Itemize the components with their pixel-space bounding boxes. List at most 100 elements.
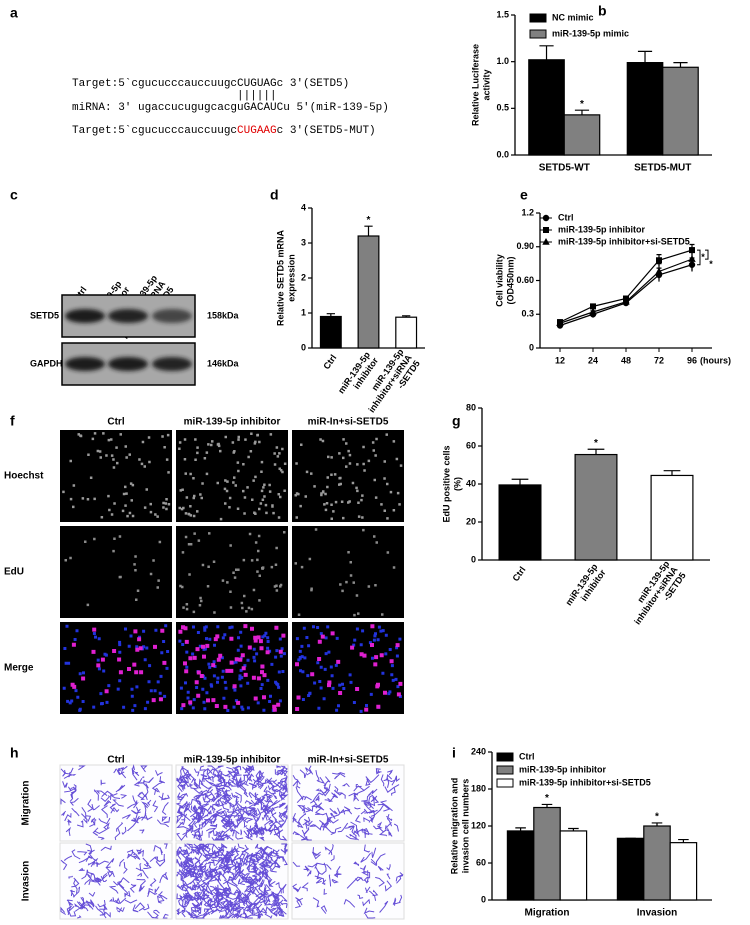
series-line bbox=[559, 249, 693, 323]
y-axis-label-line: Relative SETD5 mRNA bbox=[275, 229, 285, 326]
legend-swatch bbox=[496, 778, 514, 788]
y-tick-label: 180 bbox=[471, 783, 486, 793]
y-axis-label-line: activity bbox=[481, 69, 491, 100]
significance-star: * bbox=[709, 259, 713, 269]
x-tick-label: Ctrl bbox=[511, 565, 528, 583]
significance-star: * bbox=[594, 438, 598, 449]
sequence-match: GACAUC bbox=[244, 102, 284, 114]
x-tick-label: Ctrl bbox=[321, 353, 338, 371]
legend-label: miR-139-5p inhibitor bbox=[558, 224, 646, 234]
x-tick-label: 72 bbox=[654, 355, 664, 365]
y-tick-label: 0 bbox=[471, 554, 476, 564]
bar bbox=[528, 59, 565, 156]
nuclei bbox=[294, 433, 403, 520]
point bbox=[688, 255, 696, 262]
y-tick-label: 4 bbox=[301, 202, 306, 212]
migrated-cells bbox=[60, 843, 169, 919]
bar bbox=[533, 806, 561, 901]
legend-swatch bbox=[529, 29, 547, 39]
bar bbox=[559, 830, 588, 901]
legend-marker bbox=[542, 214, 550, 222]
image-row-label: Merge bbox=[4, 663, 34, 674]
blot-band bbox=[152, 309, 192, 323]
series-line bbox=[559, 258, 693, 324]
point bbox=[556, 319, 564, 327]
image-row-label: Invasion bbox=[21, 861, 32, 902]
micrograph bbox=[59, 842, 173, 920]
y-axis-label-line: Cell viability bbox=[494, 254, 504, 307]
panel-label: f bbox=[10, 413, 15, 429]
edu-cells bbox=[179, 531, 286, 614]
x-tick-label-line: Ctrl bbox=[511, 565, 528, 583]
x-axis-label: (hours) bbox=[700, 355, 731, 365]
sequence-prefix: Target:5`cgucucccauccuugc bbox=[72, 77, 237, 90]
blot-band bbox=[65, 309, 105, 323]
error-bar bbox=[673, 62, 688, 68]
significance-star: * bbox=[580, 99, 584, 110]
micrograph bbox=[292, 622, 404, 714]
legend-label: NC mimic bbox=[552, 12, 594, 22]
image-column-label: Ctrl bbox=[107, 755, 124, 766]
y-tick-label: 0.0 bbox=[496, 149, 509, 159]
y-tick-label: 240 bbox=[471, 746, 486, 756]
point bbox=[590, 303, 596, 310]
migrated-cells bbox=[176, 842, 288, 920]
x-tick-label: 12 bbox=[555, 355, 565, 365]
y-axis-label-line: expression bbox=[286, 254, 296, 302]
blot-size: 146kDa bbox=[207, 358, 240, 368]
y-axis-label-line: Relative Luciferase bbox=[470, 44, 480, 126]
error-bar bbox=[663, 470, 681, 476]
blot-band bbox=[65, 357, 105, 371]
y-tick-label: 60 bbox=[476, 857, 486, 867]
bar bbox=[574, 453, 618, 561]
point bbox=[656, 257, 662, 264]
bar bbox=[506, 830, 535, 901]
legend-swatch bbox=[496, 752, 514, 762]
migrated-cells bbox=[175, 764, 289, 842]
sequence: Target:5`cgucucccauccuugcCUGAAGc 3'(SETD… bbox=[72, 124, 376, 137]
x-tick-label: SETD5-WT bbox=[539, 163, 590, 174]
image-row-label: EdU bbox=[4, 567, 24, 578]
panel-label: g bbox=[452, 413, 461, 429]
migrated-cells bbox=[292, 844, 404, 919]
image-column-label: miR-In+si-SETD5 bbox=[308, 755, 389, 766]
point bbox=[655, 267, 663, 275]
error-bar bbox=[568, 827, 579, 831]
image-column-label: miR-In+si-SETD5 bbox=[308, 417, 389, 428]
sequence-suffix: u 5'(miR-139-5p) bbox=[283, 102, 389, 114]
panel-label: i bbox=[452, 745, 456, 761]
point bbox=[622, 297, 630, 305]
sequence-suffix: c 3'(SETD5) bbox=[277, 78, 350, 90]
image-row-label: Migration bbox=[21, 781, 32, 826]
legend-label: miR-139-5p mimic bbox=[552, 28, 629, 38]
y-axis-label: Relative migration and invasion cell numb… bbox=[449, 778, 470, 875]
x-tick-label: SETD5-MUT bbox=[634, 163, 691, 174]
image-column-label: miR-139-5p inhibitor bbox=[184, 755, 281, 766]
y-tick-label: 3 bbox=[301, 237, 306, 247]
y-tick-label: 0.3 bbox=[521, 309, 534, 319]
legend-label: miR-139-5p inhibitor+si-SETD5 bbox=[519, 777, 651, 787]
y-tick-label: 80 bbox=[466, 402, 476, 412]
blot-band bbox=[108, 309, 148, 323]
micrograph bbox=[176, 430, 288, 522]
error-bar bbox=[587, 448, 605, 455]
blot-band bbox=[152, 357, 192, 371]
panel-label: a bbox=[10, 5, 18, 21]
blot-protein: GAPDH bbox=[30, 358, 63, 368]
migrated-cells bbox=[292, 765, 400, 841]
sequence-prefix: miRNA: 3' ugaccucugugcacgu bbox=[72, 102, 244, 114]
error-bar bbox=[364, 225, 373, 236]
panel-label: h bbox=[10, 745, 19, 761]
micrograph bbox=[292, 526, 404, 618]
bar bbox=[563, 114, 601, 156]
y-tick-label: 0 bbox=[529, 342, 534, 352]
bar bbox=[669, 842, 698, 901]
y-tick-label: 0.90 bbox=[516, 241, 534, 251]
micrograph bbox=[176, 526, 288, 618]
x-tick-label: 48 bbox=[621, 355, 631, 365]
bar bbox=[662, 66, 699, 156]
y-axis-label-line: invasion cell numbers bbox=[460, 779, 470, 874]
y-axis-label-line: Relative migration and bbox=[449, 778, 459, 875]
